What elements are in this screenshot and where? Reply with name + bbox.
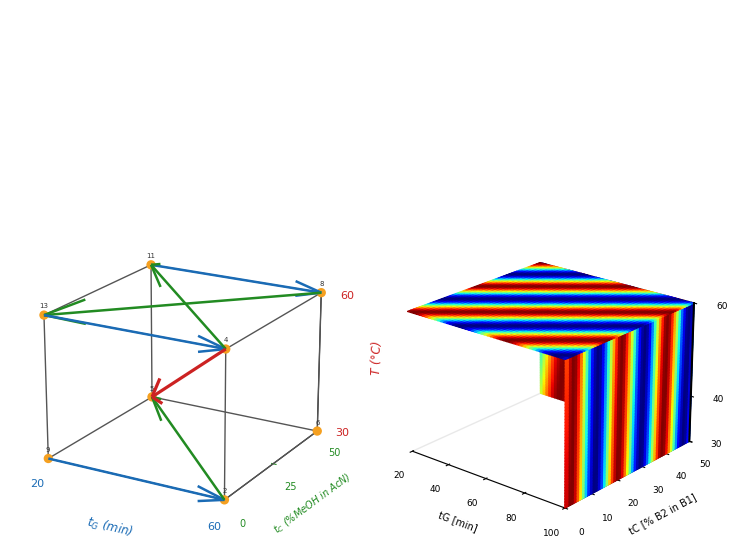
Text: and green) and blue indicates coelutions.: and green) and blue indicates coelutions… [10,194,241,204]
Text: software (11). The regions in red depict combinations of method parameters with : software (11). The regions in red depict… [10,141,531,151]
Text: baseline separation (Rₛ,ᶜᴿᴵᴛ ≥1.50). Cold-coloured regions indicate partial peak: baseline separation (Rₛ,ᶜᴿᴵᴛ ≥1.50). Col… [10,167,544,178]
Text: the model, simple linear gradient runs were performed (20 → 100%B either in 20 o: the model, simple linear gradient runs w… [10,36,524,46]
Y-axis label: t$_C$ (%MeOH in AcN): t$_C$ (%MeOH in AcN) [272,471,354,537]
Text: Figure 1:: Figure 1: [10,10,66,20]
X-axis label: tG [min]: tG [min] [437,510,479,534]
Y-axis label: tC [% B2 in B1]: tC [% B2 in B1] [628,491,698,536]
X-axis label: t$_G$ (min): t$_G$ (min) [84,514,135,540]
Text: order of implementing the experiments and the fine-printed numbers identify the : order of implementing the experiments an… [10,115,530,125]
Text: The most successful design of experiments (DoE) and resulting 3D tᵏ-T-tᶜ model. : The most successful design of experiment… [64,10,536,20]
Text: (0, 25, 50% methanol in acetonitrile), compiling 12 input runs. The arrows repre: (0, 25, 50% methanol in acetonitrile), c… [10,89,530,99]
Text: at two temperatures (30 °C and 60 °C) and at three different organic eluent comp: at two temperatures (30 °C and 60 °C) an… [10,63,511,72]
